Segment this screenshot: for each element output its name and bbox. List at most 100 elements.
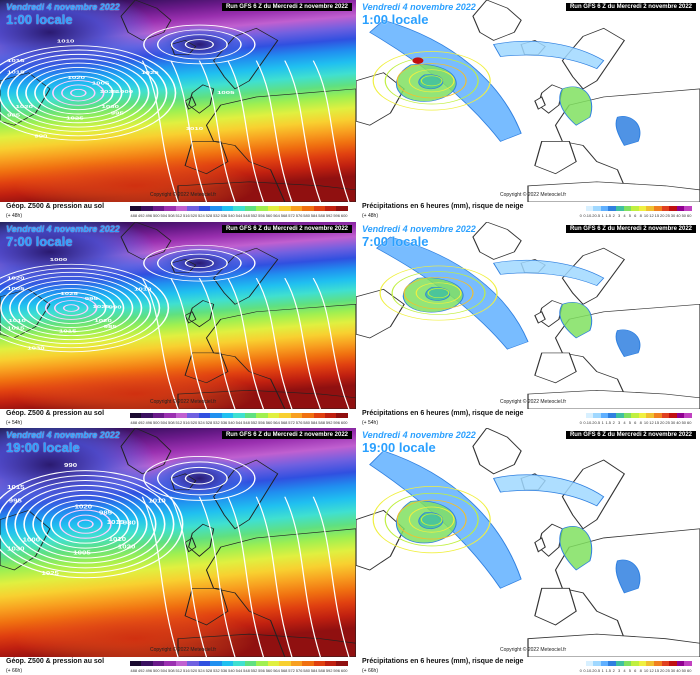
legend-value: 0.1 bbox=[583, 420, 589, 425]
coastline bbox=[184, 537, 197, 553]
precipitation-area bbox=[615, 116, 641, 146]
pressure-label: 990 bbox=[109, 305, 123, 310]
legend-value: 6 bbox=[634, 420, 637, 425]
legend-swatch bbox=[152, 661, 165, 666]
legend-value: 500 bbox=[152, 668, 160, 673]
coastline bbox=[527, 181, 700, 202]
isobar bbox=[198, 496, 236, 657]
legend-swatch bbox=[313, 206, 325, 211]
map-footer: Géop. Z500 & pression au sol (+ 66h) 488 49… bbox=[0, 657, 356, 675]
legend-swatch bbox=[141, 206, 153, 211]
legend-value: 592 bbox=[325, 213, 333, 218]
pressure-label: 1010 bbox=[148, 499, 166, 504]
legend-swatch bbox=[152, 206, 165, 211]
legend-value: 492 bbox=[137, 668, 145, 673]
coastline bbox=[534, 141, 577, 175]
legend-swatch bbox=[623, 661, 632, 666]
forecast-lead-time: (+ 48h) bbox=[6, 213, 22, 219]
isobar bbox=[25, 67, 132, 119]
coastline bbox=[356, 288, 405, 339]
legend-swatch bbox=[638, 661, 647, 666]
legend-value: 2 bbox=[612, 213, 615, 218]
legend-value: 50 bbox=[681, 213, 687, 218]
legend-swatch bbox=[210, 206, 222, 211]
legend-value: 0 bbox=[579, 213, 582, 218]
legend-swatch bbox=[631, 661, 639, 666]
map-footer: Géop. Z500 & pression au sol (+ 54h) 488 49… bbox=[0, 409, 356, 427]
isobar bbox=[36, 292, 107, 324]
legend-value: 524 bbox=[198, 668, 205, 673]
map-image: 1025 1020 1015 1010 1005 1000 995 990 985 1030 101… bbox=[0, 222, 356, 409]
pressure-label: 985 bbox=[7, 113, 21, 118]
legend-swatch bbox=[646, 413, 654, 418]
forecast-date: Vendredi 4 novembre 2022 bbox=[6, 2, 120, 12]
legend-value: 0.2 bbox=[588, 213, 595, 218]
coastline bbox=[177, 390, 356, 409]
legend-value: 568 bbox=[280, 420, 288, 425]
pressure-label: 1000 bbox=[116, 90, 134, 95]
coastline bbox=[170, 40, 197, 55]
legend-value: 592 bbox=[325, 420, 333, 425]
legend-value: 576 bbox=[295, 213, 303, 218]
legend-swatch bbox=[290, 413, 303, 418]
legend-value: 540 bbox=[228, 668, 235, 673]
legend-value: 600 bbox=[340, 668, 348, 673]
precipitation-contour bbox=[415, 282, 462, 304]
isobar bbox=[227, 60, 265, 202]
pressure-label: 1015 bbox=[7, 326, 25, 331]
coastline bbox=[205, 88, 356, 202]
pressure-label: 1020 bbox=[16, 105, 34, 110]
pressure-label: 1025 bbox=[141, 71, 159, 76]
pressure-label: 995 bbox=[111, 111, 125, 116]
map-svg: 1035 1030 1025 1020 1015 1010 1005 1000 995 990 98… bbox=[0, 0, 356, 202]
legend-value: 3 bbox=[618, 668, 621, 673]
pressure-label: 1020 bbox=[7, 276, 25, 281]
isobar bbox=[32, 494, 139, 554]
isobar bbox=[59, 509, 112, 539]
forecast-time: 19:00 locale bbox=[362, 440, 436, 455]
legend-swatch bbox=[615, 206, 624, 211]
pressure-label: 1005 bbox=[73, 550, 91, 555]
legend-value: 40 bbox=[676, 420, 681, 425]
legend-swatch bbox=[279, 413, 291, 418]
pressure-label: 1030 bbox=[102, 104, 120, 109]
legend-swatch bbox=[244, 206, 257, 211]
legend-swatch bbox=[233, 413, 245, 418]
legend-value: 30 bbox=[670, 420, 676, 425]
pressure-label: 1025 bbox=[93, 305, 111, 310]
legend-value: 508 bbox=[167, 213, 175, 218]
precipitation-area bbox=[559, 302, 593, 339]
legend-values: 0 0.1 0.2 0.5 1 1.5 2 3 4 5 6 8 10 12 15 20 25 30 40 50 60 bbox=[578, 420, 692, 425]
coastline bbox=[170, 473, 197, 491]
legend-value: 0 bbox=[579, 668, 582, 673]
legend-value: 4 bbox=[623, 668, 626, 673]
legend-value: 600 bbox=[340, 213, 348, 218]
legend-value: 488 bbox=[130, 420, 138, 425]
pressure-label: 1020 bbox=[118, 545, 136, 550]
legend-swatch bbox=[141, 661, 153, 666]
legend-value: 5 bbox=[628, 213, 632, 218]
geopotential-map-panel: 1035 1030 1025 1020 1015 1010 1005 1000 995 990 98… bbox=[0, 0, 356, 220]
legend-swatch bbox=[669, 206, 677, 211]
map-image bbox=[356, 0, 700, 202]
legend-swatch bbox=[324, 661, 337, 666]
forecast-lead-time: (+ 66h) bbox=[362, 668, 378, 674]
forecast-time: 19:00 locale bbox=[6, 440, 80, 455]
coastline bbox=[120, 222, 172, 260]
legend-value: 40 bbox=[676, 668, 681, 673]
legend-value: 536 bbox=[220, 420, 228, 425]
legend-value: 40 bbox=[676, 213, 681, 218]
isobar bbox=[44, 296, 98, 320]
legend-value: 596 bbox=[333, 213, 341, 218]
color-legend bbox=[578, 661, 692, 666]
precipitation-map-panel: Vendredi 4 novembre 2022 7:00 locale Run G… bbox=[356, 222, 700, 427]
isobar bbox=[53, 300, 89, 316]
legend-swatch bbox=[661, 661, 670, 666]
precipitation-contour bbox=[372, 485, 491, 554]
precipitation-contour bbox=[384, 57, 479, 105]
run-info-bar: Run GFS 6 Z du Mercredi 2 novembre 2022 bbox=[565, 225, 696, 233]
coastline bbox=[120, 0, 172, 41]
legend-value: 0.2 bbox=[588, 420, 595, 425]
map-caption: Géop. Z500 & pression au sol bbox=[6, 658, 105, 665]
isobar bbox=[7, 58, 150, 128]
